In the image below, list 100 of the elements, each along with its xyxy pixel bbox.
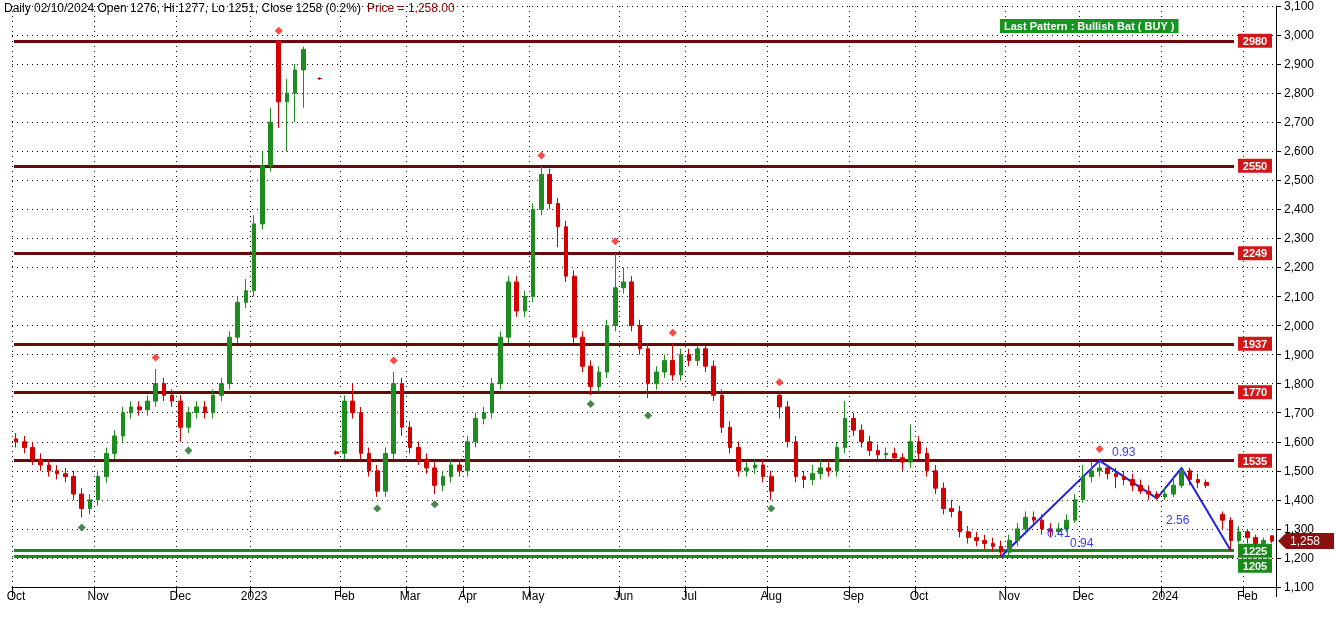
candlestick xyxy=(408,420,412,454)
candlestick xyxy=(941,481,946,515)
ref-line-label: 1225 xyxy=(1242,544,1268,557)
x-tick-label: 2024 xyxy=(1151,589,1179,603)
candlestick xyxy=(383,447,388,498)
candlestick xyxy=(1204,479,1209,489)
candlestick xyxy=(1253,534,1258,547)
candlestick xyxy=(1023,510,1028,536)
candlestick xyxy=(908,423,913,469)
candlestick xyxy=(982,534,987,550)
candlestick xyxy=(621,266,626,295)
point xyxy=(775,378,784,387)
candlestick xyxy=(777,391,782,420)
x-tick-label: Feb xyxy=(334,589,356,603)
candlestick xyxy=(498,330,503,390)
point xyxy=(767,504,776,513)
candlestick xyxy=(260,150,265,231)
x-tick-label: Jul xyxy=(681,589,697,603)
point xyxy=(611,237,620,246)
candlestick xyxy=(1196,473,1200,489)
candlestick xyxy=(235,296,240,344)
point xyxy=(586,399,595,408)
candlestick xyxy=(129,400,133,420)
candlestick xyxy=(375,464,380,498)
annotation: 0.93 xyxy=(1112,445,1136,459)
candlestick xyxy=(539,165,544,216)
candlestick xyxy=(465,435,470,478)
y-tick-label: 1,200 xyxy=(1284,550,1315,565)
candlestick xyxy=(211,388,215,420)
y-tick-label: 2,400 xyxy=(1284,202,1315,217)
line-series xyxy=(1000,459,1232,558)
candlestick xyxy=(449,458,453,483)
annotation: 2.56 xyxy=(1166,513,1190,527)
candlestick xyxy=(227,330,232,390)
candlestick xyxy=(695,345,700,367)
candlestick xyxy=(662,354,667,379)
candlestick xyxy=(859,423,864,449)
candlestick xyxy=(597,365,601,393)
candlestick xyxy=(96,470,100,507)
ref-line-label: 1770 xyxy=(1242,386,1268,399)
y-tick-label: 2,200 xyxy=(1284,260,1315,275)
candlestick xyxy=(30,441,35,466)
candlestick xyxy=(186,406,191,434)
point xyxy=(274,26,283,35)
candlestick xyxy=(876,444,880,460)
candlestick xyxy=(802,470,806,489)
candlestick xyxy=(1097,460,1102,478)
candlestick xyxy=(63,467,68,483)
candlestick xyxy=(711,359,716,402)
candlestick xyxy=(949,499,954,518)
annotation: 0.94 xyxy=(1070,536,1094,550)
candlestick xyxy=(556,197,560,248)
ref-line-label: 1205 xyxy=(1242,559,1268,572)
point xyxy=(389,356,398,365)
point xyxy=(151,353,160,362)
candlestick xyxy=(276,40,281,129)
candlestick xyxy=(588,359,593,396)
candlestick xyxy=(473,412,478,449)
candlestick xyxy=(629,275,634,332)
point xyxy=(1095,445,1104,454)
y-tick-label: 2,300 xyxy=(1284,231,1315,246)
candlestick xyxy=(1081,464,1085,504)
candlestick xyxy=(203,400,207,420)
candlestick xyxy=(670,343,675,382)
candlestick xyxy=(892,447,897,463)
candlestick xyxy=(720,388,724,434)
candlestick xyxy=(761,458,765,483)
candlestick xyxy=(391,371,396,460)
candlestick xyxy=(252,214,256,297)
y-tick-label: 1,400 xyxy=(1284,492,1315,507)
candlestick xyxy=(884,447,888,460)
candlestick xyxy=(999,540,1003,557)
candlestick xyxy=(342,394,347,460)
x-tick-label: Aug xyxy=(760,589,782,603)
y-tick-label: 1,600 xyxy=(1284,434,1315,449)
candlestick xyxy=(1122,470,1126,486)
y-tick-label: 2,100 xyxy=(1284,289,1315,304)
candlestick xyxy=(400,377,404,437)
candlestick xyxy=(900,452,905,472)
candlestick xyxy=(482,406,486,425)
y-tick-label: 1,900 xyxy=(1284,347,1315,362)
candlestick xyxy=(424,452,429,475)
candlestick xyxy=(1188,467,1192,486)
candlestick xyxy=(966,525,971,544)
point xyxy=(77,523,86,532)
text: 1,258 xyxy=(1290,534,1321,549)
candlestick xyxy=(958,505,962,539)
ref-line-label: 1937 xyxy=(1242,337,1268,350)
candlestick xyxy=(244,278,248,309)
x-tick-label: Mar xyxy=(399,589,421,603)
y-tick-label: 1,500 xyxy=(1284,463,1315,478)
candlestick xyxy=(441,470,445,492)
candlestick xyxy=(121,406,125,443)
candlestick xyxy=(153,368,158,408)
y-tick-label: 3,100 xyxy=(1284,0,1315,13)
candlestick xyxy=(851,412,856,437)
candlestick xyxy=(22,435,27,454)
candlestick xyxy=(162,377,166,402)
candlestick xyxy=(744,461,749,478)
point xyxy=(644,411,653,420)
